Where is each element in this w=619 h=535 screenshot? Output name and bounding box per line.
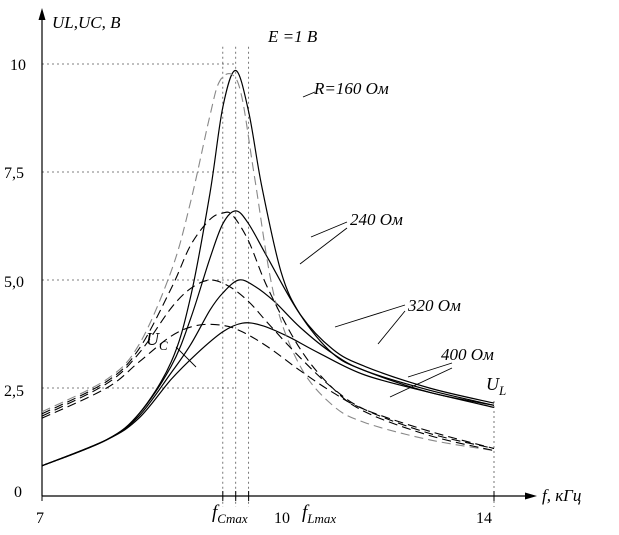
y-tick-label: 2,5 [4, 383, 24, 400]
leader-uc-1 [175, 346, 197, 368]
chart-labels: E =1 В UL,UC, B f, кГц R=160 Ом 240 Ом 3… [52, 13, 581, 526]
series-line-ul-2 [41, 279, 495, 467]
axes [38, 8, 537, 500]
y-tick-label: 7,5 [4, 165, 24, 182]
tick-labels: 0 2,5 5,0 7,5 10 7 10 14 [4, 57, 492, 527]
uc-main: U [146, 329, 160, 349]
leader-r160 [302, 91, 316, 98]
flmax-main: f [302, 502, 310, 523]
fcmax-sub: Cmax [217, 511, 248, 526]
series-line-uc-0 [41, 73, 495, 452]
leader-r240-1 [310, 221, 348, 238]
annotation-flmax: fLmax [302, 502, 336, 526]
series-line-ul-3 [41, 322, 495, 467]
series-line-ul-1 [41, 210, 495, 467]
y-tick-label: 0 [14, 484, 22, 501]
x-axis-label: f, кГц [542, 486, 581, 505]
annotation-r320: 320 Ом [407, 296, 461, 315]
x-tick-label: 7 [36, 510, 44, 527]
fcmax-main: f [212, 502, 220, 523]
annotation-fcmax: fCmax [212, 502, 248, 526]
y-axis-arrow [38, 8, 46, 20]
annotation-r240: 240 Ом [350, 210, 403, 229]
leader-r320-1 [334, 304, 406, 328]
y-tick-label: 5,0 [4, 274, 24, 291]
y-tick-label: 10 [10, 57, 26, 74]
annotation-uc: UC [146, 329, 168, 353]
series-layer [41, 69, 495, 467]
leader-lines [175, 91, 453, 398]
leader-r240-2 [299, 227, 348, 265]
leader-r400-2 [389, 367, 453, 398]
chart-title: E =1 В [267, 27, 318, 46]
series-line-ul-0 [41, 69, 495, 467]
series-line-uc-3 [41, 323, 495, 450]
x-tick-label: 14 [476, 510, 492, 527]
ul-main: U [486, 374, 500, 394]
leader-r400-1 [407, 362, 453, 378]
series-line-uc-1 [41, 211, 495, 452]
x-axis-arrow [525, 492, 537, 500]
series-line-uc-2 [41, 279, 495, 450]
x-tick-label: 10 [274, 510, 290, 527]
uc-sub: C [159, 338, 168, 353]
annotation-ul: UL [486, 374, 506, 398]
flmax-sub: Lmax [306, 511, 336, 526]
y-axis-label: UL,UC, B [52, 13, 121, 32]
annotation-r400: 400 Ом [441, 345, 494, 364]
ul-sub: L [498, 383, 506, 398]
annotation-r160: R=160 Ом [313, 79, 389, 98]
leader-r320-2 [377, 310, 406, 345]
